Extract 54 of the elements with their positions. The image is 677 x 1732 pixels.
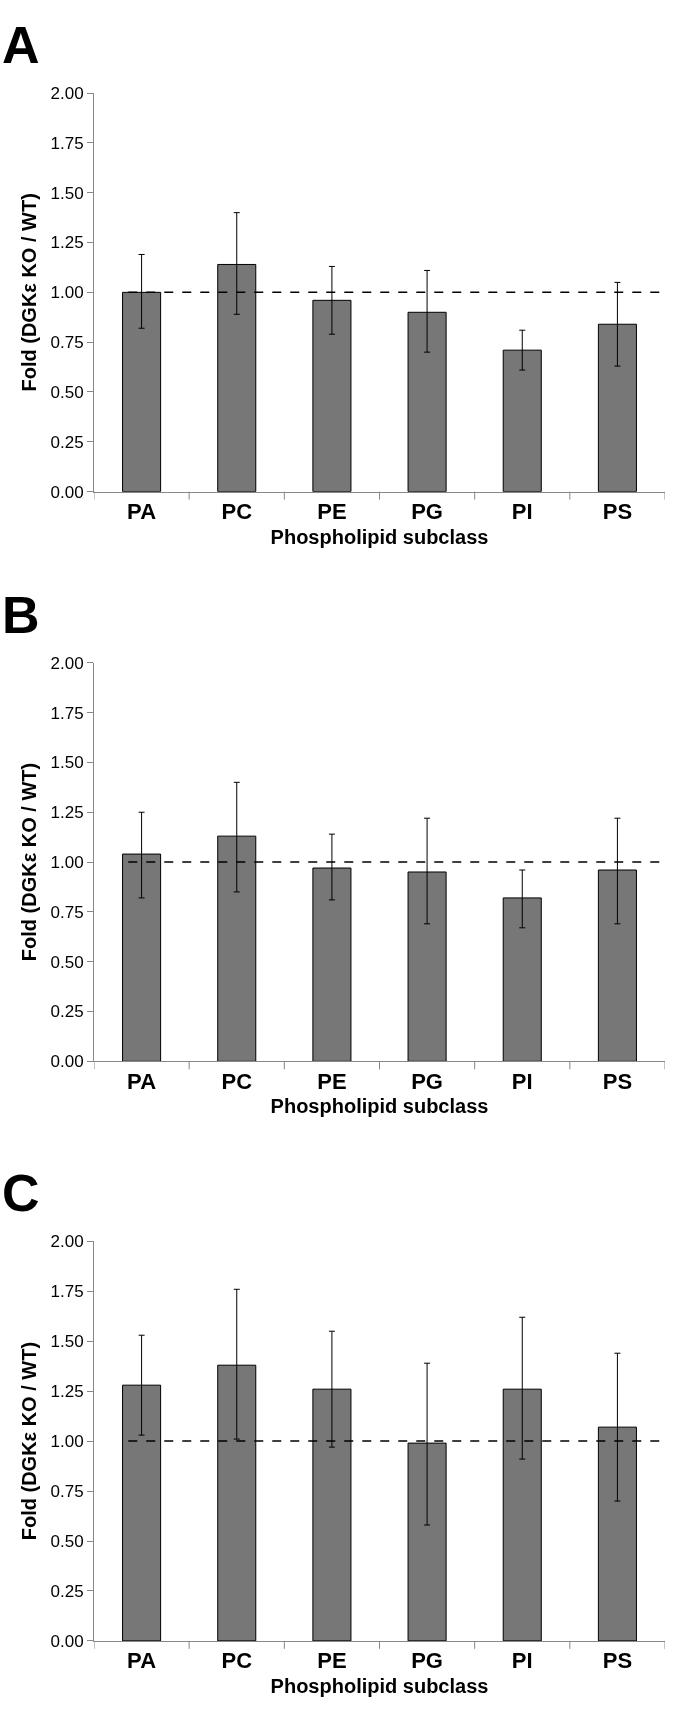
x-tick-label: PI <box>511 499 533 525</box>
y-tick-label: 1.50 <box>50 753 84 773</box>
y-tick-label: 0.75 <box>50 333 84 353</box>
y-tick-label: 1.75 <box>50 1282 84 1302</box>
x-tick-label: PA <box>127 499 157 525</box>
y-tick-label: 1.25 <box>50 803 84 823</box>
x-axis-title: Phospholipid subclass <box>270 1095 489 1118</box>
x-axis-title: Phospholipid subclass <box>270 525 489 548</box>
y-tick-label: 0.25 <box>50 432 84 452</box>
y-tick-label: 0.25 <box>50 1002 84 1022</box>
y-tick-label: 1.25 <box>50 233 84 253</box>
y-tick-label: 1.00 <box>50 852 84 872</box>
y-tick-label: 0.50 <box>50 382 84 402</box>
y-tick-label: 1.50 <box>50 1332 84 1352</box>
x-axis-title: Phospholipid subclass <box>270 1674 489 1697</box>
x-tick-label: PA <box>127 1648 157 1674</box>
y-tick-label: 1.50 <box>50 183 84 203</box>
y-tick-label: 0.50 <box>50 952 84 972</box>
y-tick-label: 0.00 <box>50 482 84 502</box>
x-tick-label: PE <box>317 499 347 525</box>
x-tick-label: PI <box>511 1648 533 1674</box>
x-tick-label: PS <box>602 499 633 525</box>
x-tick-label: PS <box>602 1648 633 1674</box>
y-tick-label: 1.75 <box>50 133 84 153</box>
y-tick-label: 0.00 <box>50 1631 84 1651</box>
chart-title: A <box>2 16 40 74</box>
y-tick-label: 0.75 <box>50 1482 84 1502</box>
x-tick-label: PC <box>221 1068 253 1094</box>
y-tick-label: 0.75 <box>50 902 84 922</box>
x-tick-label: PG <box>411 1068 443 1094</box>
x-tick-label: PC <box>221 1648 253 1674</box>
y-tick-label: 1.00 <box>50 283 84 303</box>
x-tick-label: PC <box>221 499 253 525</box>
chart-title: C <box>2 1164 40 1222</box>
y-tick-label: 1.00 <box>50 1432 84 1452</box>
y-axis-title: Fold (DGKε KO / WT) <box>18 193 41 392</box>
x-tick-label: PG <box>411 1648 443 1674</box>
x-tick-label: PE <box>317 1648 347 1674</box>
y-tick-label: 2.00 <box>50 653 84 673</box>
x-tick-label: PA <box>127 1068 157 1094</box>
x-tick-label: PS <box>602 1068 633 1094</box>
y-tick-label: 1.25 <box>50 1382 84 1402</box>
y-tick-label: 2.00 <box>50 84 84 104</box>
y-axis-title: Fold (DGKε KO / WT) <box>18 762 41 962</box>
x-tick-label: PG <box>411 499 443 525</box>
y-tick-label: 0.50 <box>50 1531 84 1551</box>
x-tick-label: PI <box>511 1068 533 1094</box>
y-tick-label: 1.75 <box>50 703 84 723</box>
chart-title: B <box>2 586 40 644</box>
y-tick-label: 0.25 <box>50 1581 84 1601</box>
y-tick-label: 0.00 <box>50 1052 84 1072</box>
y-tick-label: 2.00 <box>50 1232 84 1252</box>
y-axis-title: Fold (DGKε KO / WT) <box>18 1341 41 1541</box>
x-tick-label: PE <box>317 1068 347 1094</box>
